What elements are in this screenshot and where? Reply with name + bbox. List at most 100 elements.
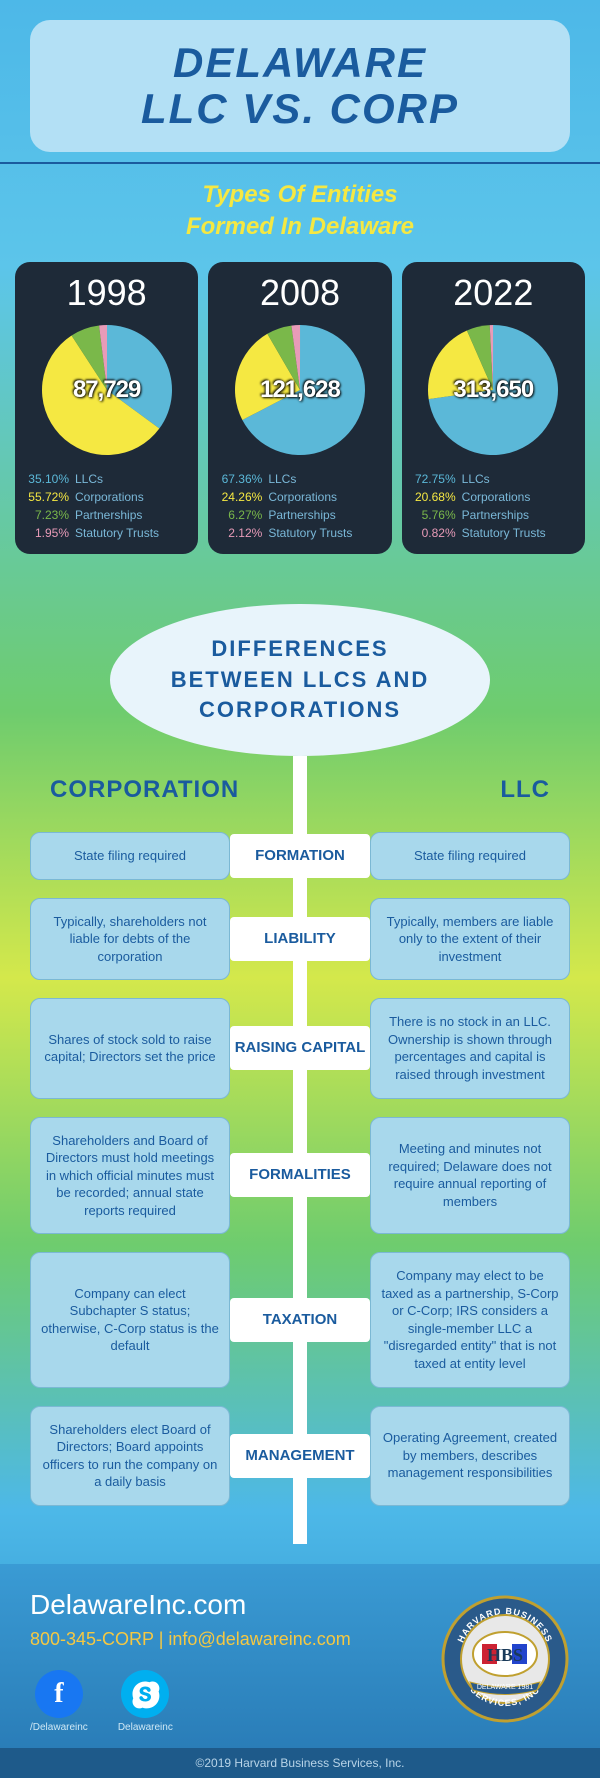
- corp-box: Typically, shareholders not liable for d…: [30, 898, 230, 981]
- legend-label: Statutory Trusts: [75, 524, 159, 542]
- pie-total: 121,628: [260, 376, 340, 404]
- charts-row: 199887,72935.10%LLCs55.72%Corporations7.…: [0, 262, 600, 584]
- legend-pct: 0.82%: [410, 524, 456, 542]
- legend-label: Partnerships: [268, 506, 335, 524]
- legend-pct: 1.95%: [23, 524, 69, 542]
- legend-pct: 35.10%: [23, 470, 69, 488]
- legend-label: Statutory Trusts: [462, 524, 546, 542]
- llc-box: Company may elect to be taxed as a partn…: [370, 1252, 570, 1387]
- pie-total: 87,729: [73, 376, 140, 404]
- legend-pct: 5.76%: [410, 506, 456, 524]
- svg-text:HBS: HBS: [487, 1645, 523, 1665]
- footer-separator: |: [154, 1629, 169, 1649]
- legend-label: Partnerships: [462, 506, 529, 524]
- compare-row-formalities: Shareholders and Board of Directors must…: [30, 1117, 570, 1235]
- column-headers: CORPORATION LLC: [30, 756, 570, 814]
- category-label: LIABILITY: [230, 917, 370, 961]
- skype-handle: Delawareinc: [118, 1722, 173, 1733]
- legend-row-trust: 1.95% Statutory Trusts: [23, 524, 190, 542]
- svg-text:DELAWARE 1981: DELAWARE 1981: [477, 1684, 533, 1691]
- llc-box: State filing required: [370, 832, 570, 880]
- chart-year: 2008: [216, 272, 383, 314]
- skype-icon: [121, 1670, 169, 1718]
- facebook-handle: /Delawareinc: [30, 1722, 88, 1733]
- pie-chart: 313,650: [423, 320, 563, 460]
- skype-link[interactable]: Delawareinc: [118, 1670, 173, 1733]
- legend-row-partnership: 7.23% Partnerships: [23, 506, 190, 524]
- pie-total: 313,650: [453, 376, 533, 404]
- legend-row-llc: 35.10% LLCs: [23, 470, 190, 488]
- category-label: FORMALITIES: [230, 1153, 370, 1197]
- compare-row-formation: State filing requiredFORMATIONState fili…: [30, 832, 570, 880]
- differences-title: DIFFERENCES BETWEEN LLCS AND CORPORATION…: [150, 634, 450, 726]
- legend-label: LLCs: [75, 470, 103, 488]
- corp-box: Shareholders elect Board of Directors; B…: [30, 1406, 230, 1506]
- legend-row-trust: 0.82% Statutory Trusts: [410, 524, 577, 542]
- legend-label: Corporations: [75, 488, 144, 506]
- compare-row-management: Shareholders elect Board of Directors; B…: [30, 1406, 570, 1506]
- pie-chart: 87,729: [37, 320, 177, 460]
- hbs-seal: HARVARD BUSINESS SERVICES, INC HBS DELAW…: [440, 1594, 570, 1724]
- category-label: MANAGEMENT: [230, 1434, 370, 1478]
- legend-pct: 67.36%: [216, 470, 262, 488]
- llc-header: LLC: [500, 776, 550, 804]
- chart-card-2022: 2022313,65072.75%LLCs20.68%Corporations5…: [402, 262, 585, 554]
- footer-phone[interactable]: 800-345-CORP: [30, 1629, 154, 1649]
- corp-box: State filing required: [30, 832, 230, 880]
- differences-oval: DIFFERENCES BETWEEN LLCS AND CORPORATION…: [110, 604, 490, 756]
- comparison-section: CORPORATION LLC State filing requiredFOR…: [0, 756, 600, 1564]
- legend-label: Corporations: [268, 488, 337, 506]
- legend-row-corp: 20.68% Corporations: [410, 488, 577, 506]
- legend-row-partnership: 5.76% Partnerships: [410, 506, 577, 524]
- llc-box: There is no stock in an LLC. Ownership i…: [370, 998, 570, 1098]
- corporation-header: CORPORATION: [50, 776, 239, 804]
- llc-box: Meeting and minutes not required; Delawa…: [370, 1117, 570, 1235]
- llc-box: Operating Agreement, created by members,…: [370, 1406, 570, 1506]
- legend-pct: 55.72%: [23, 488, 69, 506]
- footer-email[interactable]: info@delawareinc.com: [168, 1629, 350, 1649]
- legend-row-llc: 72.75% LLCs: [410, 470, 577, 488]
- chart-year: 1998: [23, 272, 190, 314]
- facebook-icon: f: [35, 1670, 83, 1718]
- legend-row-corp: 55.72% Corporations: [23, 488, 190, 506]
- corp-box: Shares of stock sold to raise capital; D…: [30, 998, 230, 1098]
- compare-row-raising-capital: Shares of stock sold to raise capital; D…: [30, 998, 570, 1098]
- legend-label: Corporations: [462, 488, 531, 506]
- divider: [0, 162, 600, 164]
- facebook-link[interactable]: f /Delawareinc: [30, 1670, 88, 1733]
- legend-pct: 7.23%: [23, 506, 69, 524]
- footer: DelawareInc.com 800-345-CORP | info@dela…: [0, 1564, 600, 1748]
- subtitle-line-2: Formed In Delaware: [186, 213, 414, 240]
- subtitle-line-1: Types Of Entities: [202, 181, 397, 208]
- legend-label: LLCs: [268, 470, 296, 488]
- legend-row-partnership: 6.27% Partnerships: [216, 506, 383, 524]
- legend-pct: 6.27%: [216, 506, 262, 524]
- legend-label: Partnerships: [75, 506, 142, 524]
- subtitle: Types Of Entities Formed In Delaware: [0, 179, 600, 241]
- legend-pct: 24.26%: [216, 488, 262, 506]
- chart-card-1998: 199887,72935.10%LLCs55.72%Corporations7.…: [15, 262, 198, 554]
- main-title: DELAWARE LLC VS. CORP: [40, 40, 560, 132]
- compare-row-liability: Typically, shareholders not liable for d…: [30, 898, 570, 981]
- copyright: ©2019 Harvard Business Services, Inc.: [0, 1748, 600, 1778]
- legend-pct: 72.75%: [410, 470, 456, 488]
- title-badge: DELAWARE LLC VS. CORP: [30, 20, 570, 152]
- legend-pct: 20.68%: [410, 488, 456, 506]
- category-label: FORMATION: [230, 834, 370, 878]
- llc-box: Typically, members are liable only to th…: [370, 898, 570, 981]
- legend-label: LLCs: [462, 470, 490, 488]
- category-label: RAISING CAPITAL: [230, 1026, 370, 1070]
- legend-pct: 2.12%: [216, 524, 262, 542]
- chart-year: 2022: [410, 272, 577, 314]
- category-label: TAXATION: [230, 1298, 370, 1342]
- title-line-1: DELAWARE: [173, 39, 427, 86]
- corp-box: Shareholders and Board of Directors must…: [30, 1117, 230, 1235]
- compare-row-taxation: Company can elect Subchapter S status; o…: [30, 1252, 570, 1387]
- legend-row-corp: 24.26% Corporations: [216, 488, 383, 506]
- title-line-2: LLC VS. CORP: [141, 85, 459, 132]
- chart-card-2008: 2008121,62867.36%LLCs24.26%Corporations6…: [208, 262, 391, 554]
- pie-chart: 121,628: [230, 320, 370, 460]
- legend-row-llc: 67.36% LLCs: [216, 470, 383, 488]
- corp-box: Company can elect Subchapter S status; o…: [30, 1252, 230, 1387]
- legend-label: Statutory Trusts: [268, 524, 352, 542]
